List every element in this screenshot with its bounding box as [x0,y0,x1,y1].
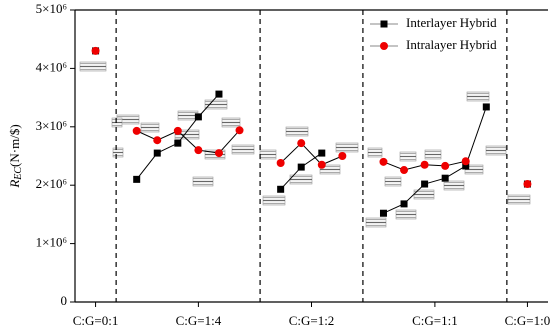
point [421,180,429,188]
point [91,46,100,55]
point [297,163,305,171]
x-tick-label: C:G=1:1 [412,313,458,328]
x-tick-label: C:G=1:0 [505,313,550,328]
point [461,157,470,166]
point [194,146,203,155]
legend-marker [380,42,388,50]
y-label-unit: (N·m/$) [7,124,22,167]
legend-label: Intralayer Hybrid [406,37,497,52]
point [379,209,387,217]
y-label-subscript: EC [13,167,24,181]
point [174,139,182,147]
point [482,103,490,111]
point [338,152,347,160]
point [153,149,161,157]
layer-icons [79,61,531,228]
point [277,185,285,193]
point [276,159,285,168]
y-tick-label: 5×10⁶ [36,1,67,16]
x-tick-label: C:G=1:4 [176,313,222,328]
point [379,157,388,166]
point [420,160,429,169]
point [441,161,450,170]
point [235,126,244,135]
point [400,166,409,175]
point [400,200,408,208]
legend-label: Interlayer Hybrid [406,15,497,30]
point [318,149,326,157]
y-tick-label: 3×10⁶ [36,118,67,133]
point [153,136,162,145]
y-tick-label: 1×10⁶ [36,235,67,250]
point [194,113,202,121]
point [462,162,470,170]
point [215,90,223,98]
y-tick-label: 0 [61,293,68,308]
point [523,180,532,189]
point [173,126,182,135]
point [214,149,223,158]
point [297,139,306,148]
point [317,160,326,169]
point [441,174,449,182]
point [133,175,141,183]
x-tick-label: C:G=0:1 [73,313,119,328]
legend-marker [380,20,388,28]
y-axis-label: REC(N·m/$) [7,124,24,188]
y-label-symbol: R [7,180,22,189]
point [132,126,141,135]
y-tick-label: 4×10⁶ [36,59,67,74]
x-tick-label: C:G=1:2 [289,313,335,328]
y-tick-label: 2×10⁶ [36,176,67,191]
